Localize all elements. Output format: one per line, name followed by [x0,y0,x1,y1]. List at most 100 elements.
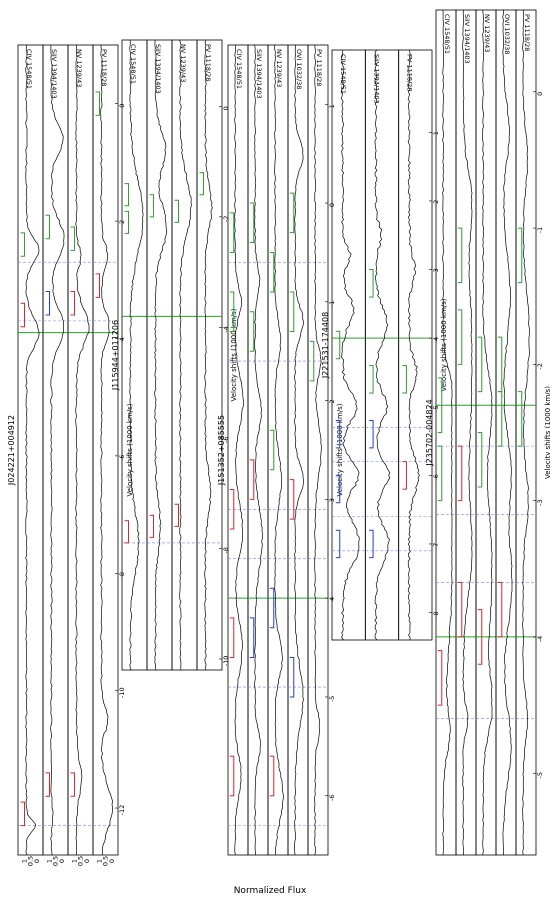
doublet-bracket [249,459,255,500]
panel-frame [146,39,173,671]
doublet-bracket [229,291,235,332]
doublet-bracket [289,192,295,234]
velocity-tick-label: 0 [536,92,544,96]
ion-label: PV 1118/28 [406,54,414,91]
doublet-bracket [199,172,205,196]
flux-tick-label: 0 [108,859,116,863]
ion-label: NV 1239/43 [275,49,283,87]
ion-label: SiIV 1394/1403 [463,14,471,64]
flux-tick-label: 0.5 [52,856,60,866]
doublet-bracket [45,214,51,240]
ion-label: CIV 1548/51 [129,44,137,84]
ion-label: PV 1118/28 [523,14,531,51]
doublet-bracket [174,503,180,527]
doublet-bracket [497,336,503,393]
velocity-tick-label: -8 [222,547,230,553]
spectrum-line [75,44,90,856]
spectrum-line [254,44,263,856]
doublet-bracket [369,365,374,394]
doublet-bracket [269,755,275,797]
doublet-bracket [124,520,130,544]
spectrum-line [442,9,453,856]
ion-label: SiIV 1394/1403 [154,44,162,94]
ion-label: CIV 1548/51 [339,54,347,94]
doublet-bracket [249,202,255,244]
doublet-bracket [437,377,443,433]
panel-frame [42,44,69,856]
ion-label: PV 1118/28 [315,49,323,86]
ion-label: CIV 1548/51 [443,14,451,54]
flux-tick-label: 1 [45,859,53,863]
flux-tick-label: 0.5 [27,856,35,866]
spectrum-line [129,39,144,671]
doublet-bracket [229,212,235,253]
doublet-bracket [229,617,235,658]
ion-label: OVI 1032/38 [295,49,303,89]
ion-label: SiIV 1394/1403 [372,54,380,104]
doublet-bracket [402,461,407,490]
spectrum-line [154,39,168,671]
flux-tick-label: 0 [58,859,66,863]
doublet-bracket [174,199,180,223]
panel-frame [67,44,94,856]
spectrum-line [234,45,244,856]
spectrum-line [462,9,473,856]
velocity-axis-title: Velocity shifts (1000 km/s) [544,386,550,479]
figure-ylabel: Normalized Flux [234,886,307,896]
doublet-bracket [70,772,76,797]
doublet-bracket [309,340,315,382]
velocity-tick-label: -6 [328,794,336,800]
doublet-bracket [402,365,407,394]
ion-label: PV 1118/28 [204,44,212,81]
doublet-bracket [20,232,26,257]
doublet-bracket [229,755,235,797]
doublet-bracket [457,581,463,638]
doublet-bracket [269,251,275,293]
doublet-bracket [269,587,275,629]
doublet-bracket [149,514,155,538]
chart-3: J221531-174408 CIV 1548/51 SiIV 1394/1403 P… [321,49,448,641]
spectrum-line [100,44,113,856]
doublet-bracket [517,391,523,447]
doublet-bracket [124,183,130,207]
velocity-tick-label: -5 [328,696,336,702]
ion-label: CIV 1548/51 [235,49,243,89]
velocity-tick-label: -1 [536,227,544,233]
doublet-bracket [369,419,374,449]
spectrum-line [407,49,420,641]
doublet-bracket [289,479,295,520]
flux-tick-label: 0 [83,859,91,863]
doublet-bracket [457,309,463,365]
doublet-bracket [457,227,463,284]
doublet-bracket [335,419,341,449]
velocity-tick-label: -2 [536,363,544,369]
doublet-bracket [437,445,443,502]
doublet-bracket [249,311,255,352]
velocity-tick-label: -3 [536,499,544,505]
panel-frame [398,49,433,641]
flux-tick-label: 1 [20,859,28,863]
ion-label: NV 1239/43 [75,49,83,87]
object-title: J221531-174408 [321,312,330,379]
doublet-bracket [20,801,26,827]
spectrum-line [522,9,531,856]
doublet-bracket [269,429,275,471]
spectrum-line [50,45,65,856]
doublet-bracket [45,291,51,316]
velocity-tick-label: -6 [222,437,230,443]
flux-tick-label: 0 [33,859,41,863]
doublet-bracket [70,291,76,316]
velocity-tick-label: -5 [536,772,544,778]
spectrum-line [374,49,391,641]
velocity-tick-label: -4 [222,326,230,332]
spectrum-line [274,44,284,856]
flux-tick-label: 1 [95,859,103,863]
ion-label: OVI 1032/38 [503,14,511,54]
doublet-bracket [45,772,51,797]
doublet-bracket [335,529,341,559]
doublet-bracket [95,91,101,116]
chart-1: J115944+011206 CIV 1548/51 SiIV 1394/1403 N… [111,39,238,671]
doublet-bracket [335,330,341,360]
